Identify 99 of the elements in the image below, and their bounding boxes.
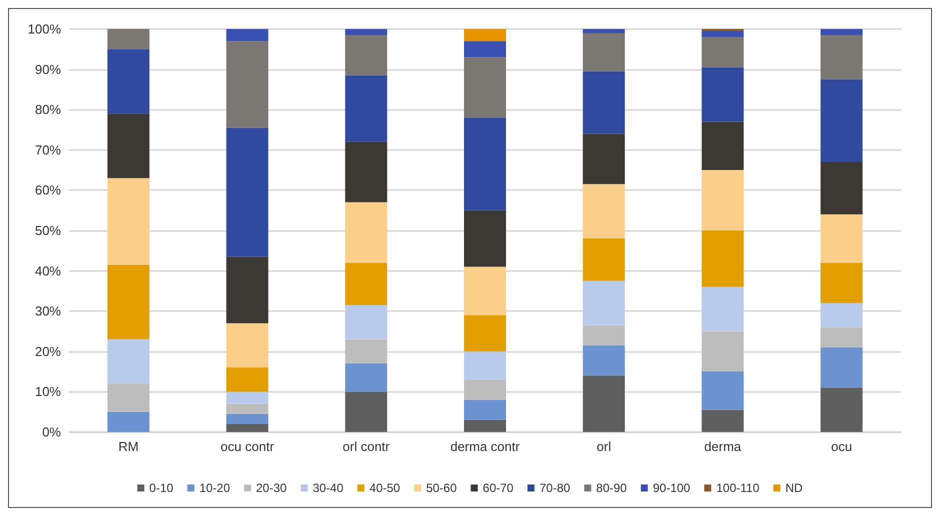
bar: [582, 238, 625, 281]
bar: [464, 380, 506, 400]
x-tick-label: orl: [596, 439, 612, 454]
bar: [702, 67, 744, 122]
bar: [702, 286, 744, 332]
y-tick-label: 60%: [34, 182, 62, 198]
bar: [702, 170, 744, 230]
bar: [226, 404, 268, 414]
bar: [345, 75, 388, 142]
x-tick-label: ocu contr: [220, 439, 275, 454]
y-tick-label: 90%: [34, 62, 62, 77]
bar: [226, 323, 268, 368]
bar: [226, 392, 268, 404]
x-tick-label: RM: [118, 439, 139, 454]
bar: [226, 256, 268, 324]
bar: [107, 384, 150, 412]
bar: [345, 202, 388, 263]
legend-label: 100-110: [716, 481, 760, 495]
bar: [702, 331, 744, 372]
bar: [820, 214, 863, 263]
legend-label: 60-70: [482, 481, 514, 495]
legend-label: 30-40: [312, 481, 344, 495]
bar: [226, 128, 268, 257]
bar: [820, 29, 863, 36]
bar: [582, 71, 625, 134]
bar: [820, 35, 863, 80]
bar: [820, 388, 863, 432]
bar: [107, 49, 150, 114]
bar: [226, 29, 268, 42]
bar: [226, 414, 268, 424]
bar: [582, 345, 625, 376]
bar: [345, 363, 388, 392]
bar: [582, 376, 625, 432]
y-tick-label: 50%: [34, 223, 62, 238]
bar: [464, 210, 506, 267]
bar: [820, 347, 863, 388]
legend-label: 90-100: [652, 481, 691, 495]
bar: [226, 368, 268, 392]
legend-label: 20-30: [256, 481, 288, 495]
bar: [107, 412, 150, 432]
bar: [464, 41, 506, 58]
bar: [464, 315, 506, 352]
bar: [702, 410, 744, 432]
bar: [226, 41, 268, 128]
bar: [582, 134, 625, 184]
bar: [464, 420, 506, 432]
bar: [107, 178, 150, 265]
y-tick-label: 20%: [34, 344, 62, 359]
bar: [345, 305, 388, 340]
bar: [820, 327, 863, 348]
bar: [702, 37, 744, 68]
bar: [107, 114, 150, 178]
bar: [582, 325, 625, 346]
legend-label: 70-80: [539, 481, 570, 495]
legend-label: 0-10: [149, 481, 174, 495]
x-tick-label: orl contr: [342, 439, 390, 454]
y-tick-label: 70%: [34, 142, 62, 158]
bar: [345, 392, 388, 432]
legend-label: 80-90: [596, 481, 628, 495]
bar: [582, 33, 625, 72]
bar: [107, 264, 150, 340]
y-tick-label: 10%: [34, 384, 62, 400]
y-tick-label: 40%: [34, 263, 62, 278]
bar: [107, 29, 150, 50]
bar: [345, 35, 388, 76]
bar: [702, 31, 744, 38]
bar: [582, 280, 625, 326]
bar: [464, 118, 506, 210]
bar: [820, 303, 863, 328]
legend-label: 50-60: [426, 481, 458, 495]
x-tick-label: derma: [704, 439, 742, 454]
bar: [464, 57, 506, 118]
bar: [345, 142, 388, 202]
bar: [820, 79, 863, 162]
bar: [464, 266, 506, 316]
legend-label: 10-20: [199, 481, 230, 495]
bar: [464, 351, 506, 380]
bar: [582, 29, 625, 34]
bar: [702, 230, 744, 287]
bar: [820, 262, 863, 304]
bar: [702, 122, 744, 170]
bar: [582, 184, 625, 239]
legend-label: 40-50: [369, 481, 400, 495]
bar: [345, 262, 388, 306]
bar: [820, 162, 863, 214]
bar: [464, 29, 506, 42]
bar: [226, 424, 268, 432]
x-tick-label: ocu: [831, 439, 852, 454]
y-tick-label: 100%: [28, 22, 62, 36]
y-tick-label: 80%: [34, 102, 62, 118]
y-tick-label: 0%: [42, 424, 62, 440]
y-tick-label: 30%: [34, 304, 62, 319]
legend-label: ND: [785, 481, 804, 495]
bar: [345, 339, 388, 364]
bar: [464, 400, 506, 420]
x-tick-label: derma contr: [450, 439, 520, 454]
bar: [107, 339, 150, 384]
bar: [702, 372, 744, 410]
bar: [345, 29, 388, 36]
